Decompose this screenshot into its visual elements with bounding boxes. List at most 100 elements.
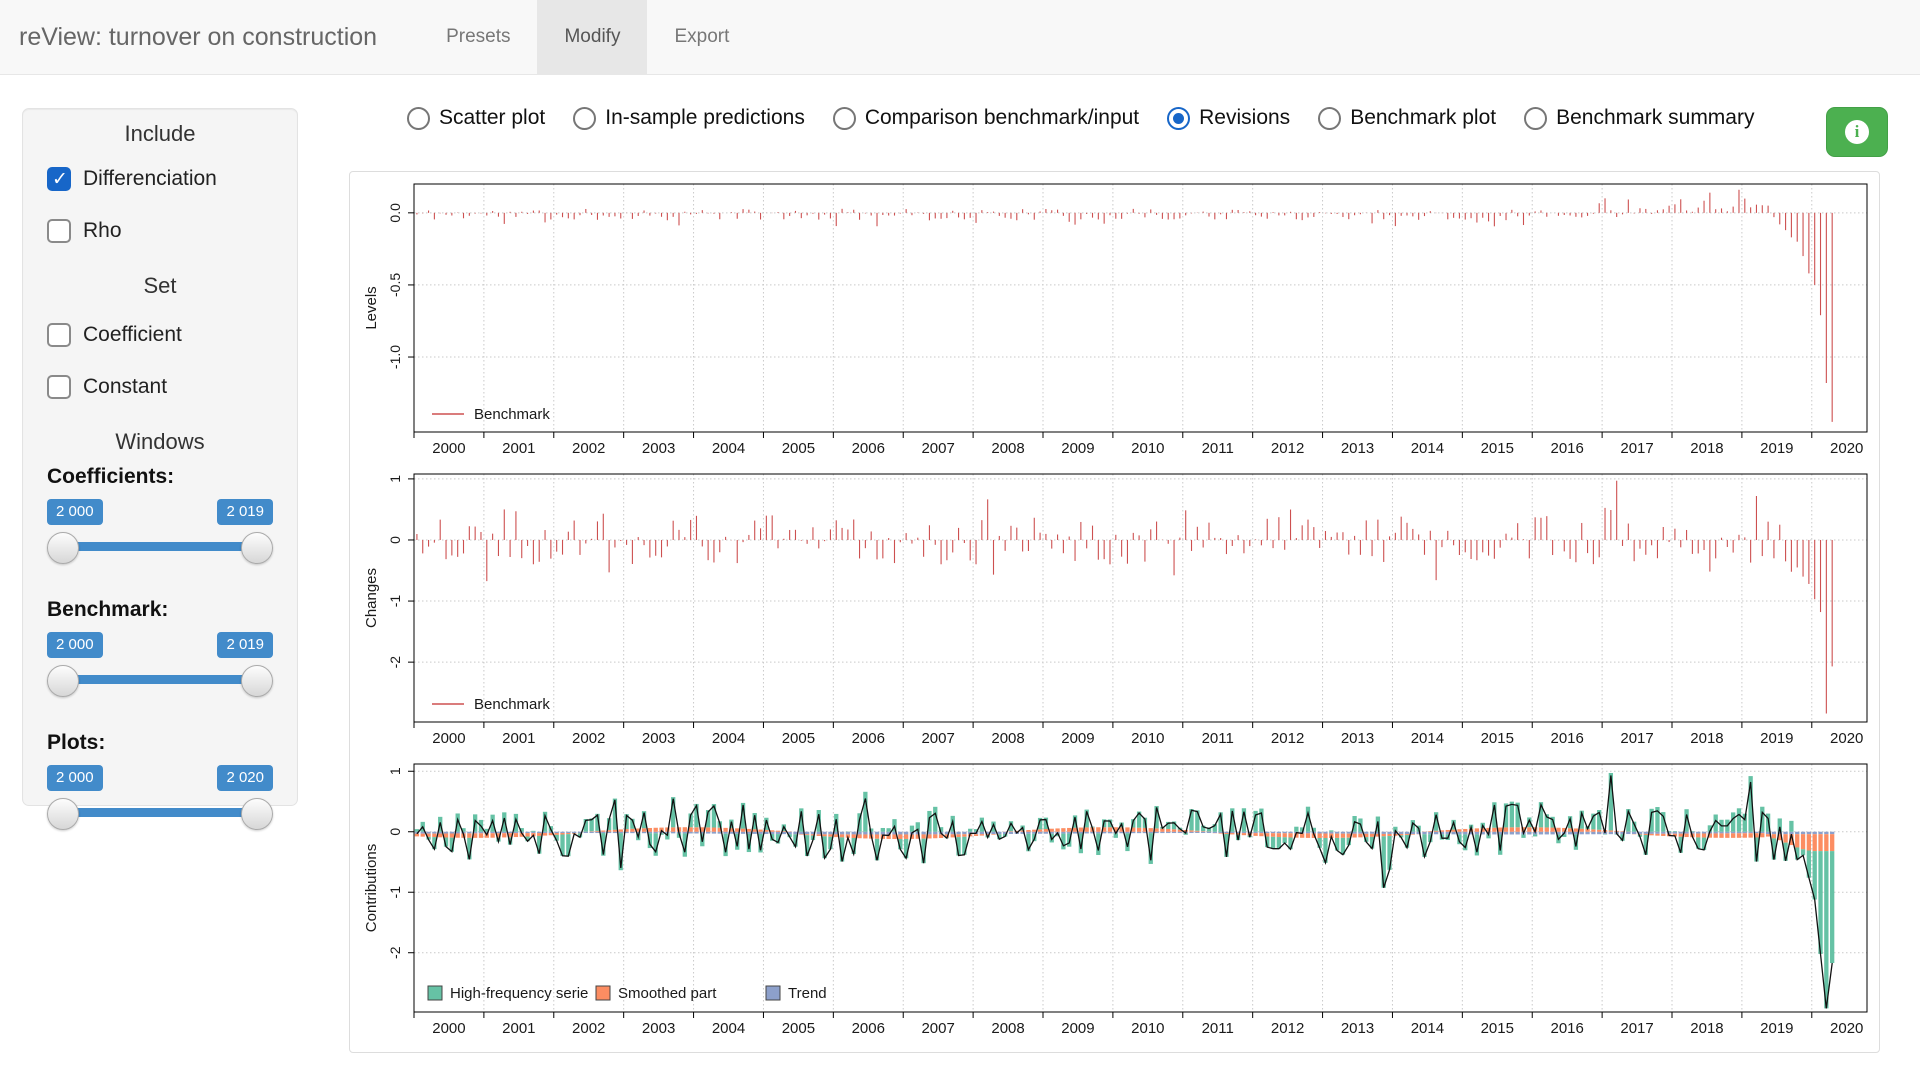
svg-text:2009: 2009 — [1061, 440, 1094, 457]
svg-text:2007: 2007 — [921, 440, 954, 457]
controls-panel: Include Differenciation Rho Set Coeffici… — [22, 108, 298, 830]
svg-text:2013: 2013 — [1341, 730, 1374, 747]
svg-text:2016: 2016 — [1550, 1020, 1583, 1037]
svg-text:2006: 2006 — [852, 1020, 885, 1037]
svg-text:Benchmark: Benchmark — [474, 696, 550, 713]
revisions-plot-card: 2000 2001 2002 2003 2004 2005 2006 2007 2008 2009… — [349, 171, 1880, 1053]
svg-text:2015: 2015 — [1481, 730, 1514, 747]
svg-text:2014: 2014 — [1411, 440, 1444, 457]
slider-handle-max[interactable] — [241, 532, 273, 564]
checkbox-label: Constant — [83, 375, 168, 398]
svg-text:2010: 2010 — [1131, 730, 1164, 747]
svg-text:2007: 2007 — [921, 730, 954, 747]
svg-text:2005: 2005 — [782, 440, 815, 457]
coefficients-range-slider[interactable]: 2 000 2 019 — [47, 499, 273, 564]
radio-icon — [832, 106, 856, 130]
svg-text:2020: 2020 — [1830, 440, 1863, 457]
radio-in-sample-predictions[interactable]: In-sample predictions — [573, 106, 805, 130]
radio-benchmark-summary[interactable]: Benchmark summary — [1524, 106, 1754, 130]
svg-text:2013: 2013 — [1341, 1020, 1374, 1037]
info-button[interactable] — [1826, 107, 1888, 157]
checkbox-unchecked-icon — [47, 219, 71, 243]
slider-handle-max[interactable] — [241, 665, 273, 697]
benchmark-range-slider[interactable]: 2 000 2 019 — [47, 632, 273, 697]
svg-text:2018: 2018 — [1690, 730, 1723, 747]
slider-track[interactable] — [55, 808, 265, 817]
svg-text:2011: 2011 — [1202, 440, 1234, 457]
svg-text:High-frequency serie: High-frequency serie — [450, 985, 588, 1002]
svg-text:2002: 2002 — [572, 440, 605, 457]
svg-text:2000: 2000 — [432, 1020, 465, 1037]
plots-range-slider[interactable]: 2 000 2 020 — [47, 765, 273, 830]
svg-text:0.0: 0.0 — [387, 203, 403, 223]
svg-text:2011: 2011 — [1202, 730, 1234, 747]
svg-text:2007: 2007 — [921, 1020, 954, 1037]
set-heading: Set — [143, 273, 177, 298]
radio-revisions[interactable]: Revisions — [1167, 106, 1290, 130]
svg-text:-2: -2 — [387, 946, 403, 959]
svg-text:1: 1 — [387, 475, 403, 483]
checkbox-differenciation[interactable]: Differenciation — [47, 167, 273, 191]
svg-text:-1: -1 — [387, 595, 403, 608]
svg-text:2017: 2017 — [1620, 1020, 1653, 1037]
svg-text:2002: 2002 — [572, 1020, 605, 1037]
checkbox-label: Coefficient — [83, 323, 182, 346]
svg-text:2018: 2018 — [1690, 1020, 1723, 1037]
slider-track[interactable] — [55, 542, 265, 551]
slider-handle-max[interactable] — [241, 798, 273, 830]
levels-plot: 2000 2001 2002 2003 2004 2005 2006 2007 2008 2009… — [358, 176, 1873, 466]
slider-from-value: 2 000 — [47, 632, 103, 658]
svg-text:2009: 2009 — [1061, 730, 1094, 747]
radio-benchmark-plot[interactable]: Benchmark plot — [1318, 106, 1496, 130]
tab-presets[interactable]: Presets — [446, 26, 511, 47]
svg-text:2020: 2020 — [1830, 1020, 1863, 1037]
svg-text:0: 0 — [387, 828, 403, 836]
plot-type-selector: Scatter plot In-sample predictions Compa… — [407, 106, 1754, 130]
svg-text:2019: 2019 — [1760, 440, 1793, 457]
svg-text:2004: 2004 — [712, 1020, 745, 1037]
svg-text:2014: 2014 — [1411, 1020, 1444, 1037]
svg-text:2012: 2012 — [1271, 1020, 1304, 1037]
svg-text:Smoothed part: Smoothed part — [618, 985, 717, 1002]
svg-text:Contributions: Contributions — [363, 844, 380, 932]
svg-text:2013: 2013 — [1341, 440, 1374, 457]
slider-from-value: 2 000 — [47, 765, 103, 791]
tab-modify[interactable]: Modify — [537, 0, 648, 74]
checkbox-rho[interactable]: Rho — [47, 219, 273, 243]
svg-text:2016: 2016 — [1550, 440, 1583, 457]
svg-text:-1.0: -1.0 — [387, 345, 403, 369]
svg-text:2012: 2012 — [1271, 730, 1304, 747]
svg-text:2008: 2008 — [991, 730, 1024, 747]
slider-track[interactable] — [55, 675, 265, 684]
svg-text:2004: 2004 — [712, 440, 745, 457]
checkbox-label: Rho — [83, 219, 122, 242]
slider-handle-min[interactable] — [47, 532, 79, 564]
radio-selected-icon — [1167, 106, 1191, 130]
checkbox-coefficient[interactable]: Coefficient — [47, 323, 273, 347]
svg-text:2009: 2009 — [1061, 1020, 1094, 1037]
svg-text:-0.5: -0.5 — [387, 273, 403, 297]
info-icon — [1845, 120, 1869, 144]
svg-text:2005: 2005 — [782, 730, 815, 747]
svg-text:2002: 2002 — [572, 730, 605, 747]
checkbox-constant[interactable]: Constant — [47, 375, 273, 399]
svg-text:2006: 2006 — [852, 730, 885, 747]
svg-text:2012: 2012 — [1271, 440, 1304, 457]
radio-icon — [1524, 106, 1548, 130]
radio-comparison-benchmark-input[interactable]: Comparison benchmark/input — [832, 106, 1139, 130]
changes-plot: 2000 2001 2002 2003 2004 2005 2006 2007 2008 2009… — [358, 466, 1873, 756]
svg-text:2016: 2016 — [1550, 730, 1583, 747]
svg-text:Levels: Levels — [363, 286, 380, 329]
tab-export[interactable]: Export — [674, 26, 730, 47]
slider-from-value: 2 000 — [47, 499, 103, 525]
svg-text:2019: 2019 — [1760, 1020, 1793, 1037]
svg-text:2010: 2010 — [1131, 1020, 1164, 1037]
svg-text:0: 0 — [387, 536, 403, 544]
include-heading: Include — [124, 121, 196, 146]
slider-to-value: 2 020 — [217, 765, 273, 791]
slider-handle-min[interactable] — [47, 798, 79, 830]
radio-scatter-plot[interactable]: Scatter plot — [407, 106, 545, 130]
slider-handle-min[interactable] — [47, 665, 79, 697]
svg-text:-2: -2 — [387, 656, 403, 669]
svg-text:1: 1 — [387, 767, 403, 775]
